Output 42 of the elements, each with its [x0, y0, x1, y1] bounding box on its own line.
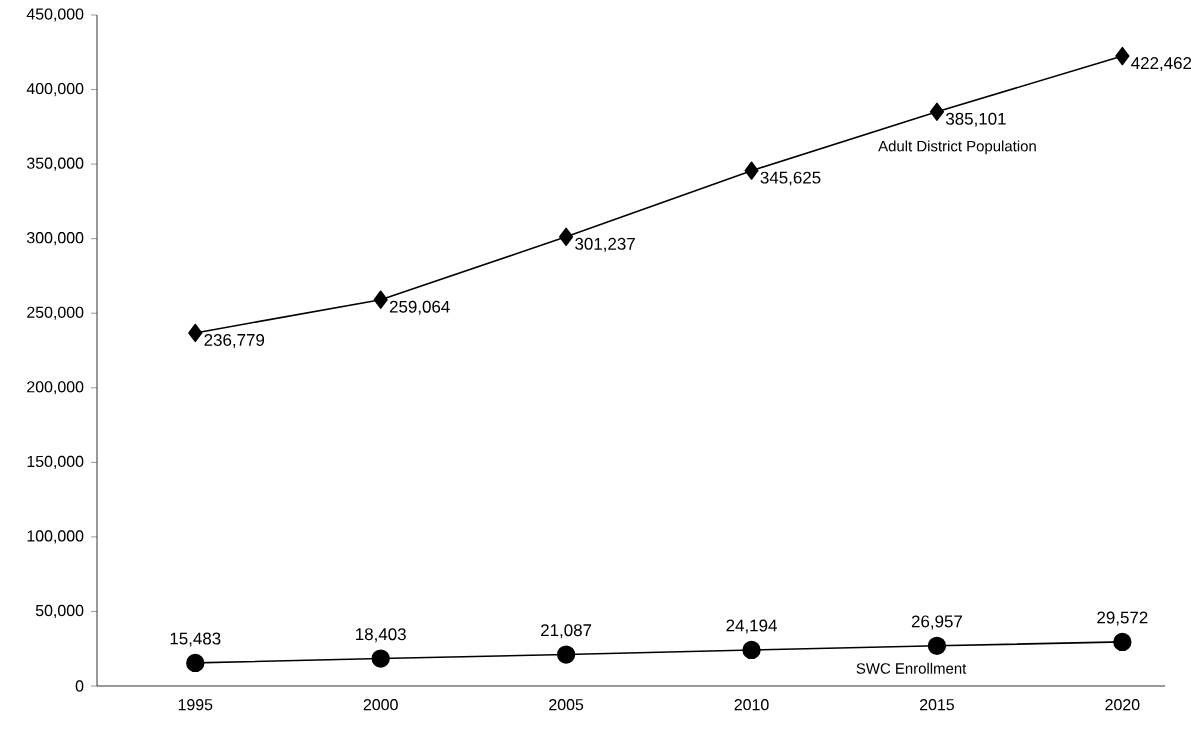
point [742, 640, 761, 660]
y-tick-label: 400,000 [26, 82, 84, 97]
data-label: 385,101 [945, 112, 1006, 127]
data-label: 259,064 [389, 300, 450, 315]
point [188, 323, 203, 343]
data-label: 15,483 [170, 632, 221, 647]
point [929, 102, 945, 121]
point [371, 649, 390, 668]
point [559, 227, 574, 246]
x-tick-label: 2010 [734, 699, 769, 711]
y-tick-label: 50,000 [35, 604, 84, 619]
y-tick-label: 100,000 [27, 530, 84, 544]
point [744, 161, 759, 180]
data-label: 345,625 [760, 171, 821, 186]
x-tick-label: 2020 [1105, 699, 1140, 711]
x-tick-label: 2000 [363, 699, 398, 711]
series-label: SWC Enrollment [856, 662, 967, 674]
data-label: 29,572 [1097, 611, 1148, 626]
y-tick-label: 450,000 [26, 8, 84, 22]
point [556, 645, 576, 664]
data-label: 422,462 [1131, 57, 1191, 72]
x-tick-label: 2005 [549, 699, 584, 711]
data-label: 301,237 [575, 237, 635, 252]
point [1115, 46, 1130, 66]
y-tick-label: 250,000 [27, 306, 84, 320]
point [1113, 632, 1132, 652]
y-tick-label: 200,000 [27, 381, 84, 395]
data-label: 21,087 [541, 624, 592, 639]
y-tick-label: 0 [75, 680, 84, 692]
point [186, 653, 205, 673]
y-tick-label: 350,000 [26, 157, 84, 171]
data-label: 24,194 [726, 619, 777, 634]
point [373, 290, 388, 309]
y-tick-label: 300,000 [26, 232, 84, 246]
x-tick-label: 2015 [920, 699, 954, 711]
series-label: Adult District Population [878, 140, 1036, 155]
x-tick-label: 1995 [178, 699, 213, 711]
point [927, 636, 947, 655]
data-label: 236,779 [204, 333, 265, 348]
y-tick-label: 150,000 [27, 455, 84, 469]
data-label: 26,957 [911, 615, 962, 630]
data-label: 18,403 [356, 628, 406, 643]
